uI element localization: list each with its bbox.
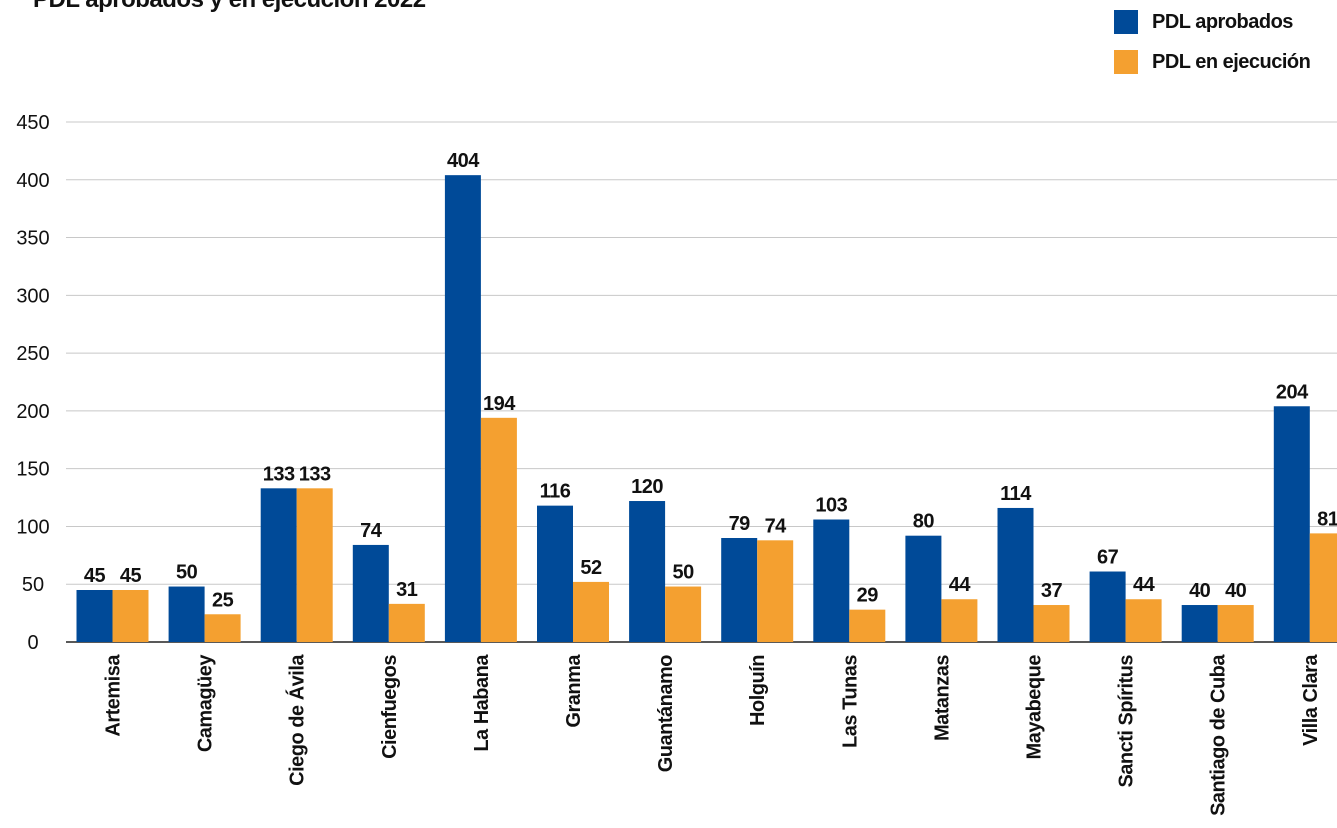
data-label: 67	[1097, 547, 1119, 569]
legend-swatch-aprobados	[1114, 10, 1138, 34]
chart-title: PDL aprobados y en ejecución 2022	[33, 0, 426, 14]
data-label: 81	[1317, 508, 1337, 530]
bar-aprobados	[76, 590, 113, 642]
data-label: 103	[815, 495, 847, 517]
category-label: Ciego de Ávila	[286, 654, 309, 786]
legend-swatch-ejecucion	[1114, 50, 1138, 74]
gridlines	[66, 121, 1337, 643]
category-label: Cienfuegos	[379, 655, 401, 759]
bar-ejecucion	[296, 488, 333, 642]
bar-aprobados	[721, 538, 758, 642]
data-label: 52	[580, 557, 602, 579]
bar-ejecucion	[665, 586, 702, 642]
data-label: 204	[1276, 381, 1309, 403]
category-label: Villa Clara	[1300, 654, 1322, 746]
data-label: 44	[949, 574, 972, 596]
bar-aprobados	[444, 175, 481, 642]
data-label: 194	[483, 393, 516, 415]
legend: PDL aprobados PDL en ejecución	[1114, 8, 1311, 88]
x-axis-category-labels: Artemisa Camagüey Ciego de Ávila Cienfuegos…	[103, 654, 1322, 816]
bar-aprobados	[629, 501, 666, 642]
bar-ejecucion	[849, 609, 886, 642]
data-label: 31	[396, 579, 418, 601]
data-label: 133	[263, 463, 295, 485]
data-label: 25	[212, 589, 234, 611]
bar-ejecucion	[1309, 533, 1337, 642]
legend-label-ejecucion: PDL en ejecución	[1152, 50, 1311, 73]
bar-ejecucion	[1217, 605, 1254, 642]
category-label: Matanzas	[931, 655, 953, 741]
y-tick-label: 250	[16, 343, 49, 365]
legend-item-ejecucion: PDL en ejecución	[1114, 48, 1311, 76]
legend-item-aprobados: PDL aprobados	[1114, 8, 1310, 36]
data-label: 45	[84, 565, 106, 587]
category-label: La Habana	[471, 654, 493, 752]
category-label: Sancti Spíritus	[1116, 655, 1138, 788]
data-label: 133	[299, 463, 331, 485]
bar-ejecucion	[941, 599, 978, 642]
data-label: 44	[1133, 574, 1156, 596]
bar-ejecucion	[388, 603, 425, 642]
category-label: Granma	[563, 654, 585, 728]
category-label: Camagüey	[195, 654, 217, 753]
bar-ejecucion	[757, 540, 794, 642]
data-label: 40	[1189, 580, 1211, 602]
data-label: 114	[1000, 483, 1032, 505]
data-label: 29	[857, 585, 879, 607]
data-label: 37	[1041, 580, 1063, 602]
y-tick-label: 200	[16, 401, 49, 423]
bar-ejecucion	[1033, 605, 1070, 642]
y-tick-label: 400	[16, 170, 49, 192]
y-tick-label: 0	[27, 632, 38, 654]
bar-aprobados	[537, 505, 573, 642]
bar-aprobados	[813, 519, 850, 642]
legend-label-aprobados: PDL aprobados	[1152, 10, 1293, 33]
y-tick-label: 150	[16, 459, 49, 481]
data-label: 45	[120, 565, 142, 587]
bar-ejecucion	[573, 581, 609, 642]
category-label: Santiago de Cuba	[1208, 654, 1230, 816]
category-label: Artemisa	[103, 654, 125, 737]
data-label: 120	[631, 476, 663, 498]
data-label: 74	[360, 520, 383, 542]
data-label: 116	[540, 481, 571, 503]
data-label: 74	[765, 515, 788, 537]
bar-aprobados	[168, 586, 205, 642]
data-label: 40	[1225, 580, 1247, 602]
category-label: Guantánamo	[655, 655, 677, 773]
y-tick-label: 300	[16, 285, 49, 307]
bar-ejecucion	[204, 614, 241, 642]
bar-ejecucion	[112, 590, 149, 642]
bar-aprobados	[352, 544, 389, 642]
y-axis-tick-labels: 0 50 100 150 200 250 300 350 400 450	[16, 112, 49, 654]
y-tick-label: 450	[16, 112, 49, 134]
category-label: Las Tunas	[839, 655, 861, 748]
bar-aprobados	[997, 507, 1034, 642]
bar-ejecucion	[480, 417, 517, 642]
bar-ejecucion	[1125, 599, 1162, 642]
data-label: 404	[447, 150, 480, 172]
bar-aprobados	[1273, 406, 1310, 642]
bar-aprobados	[905, 535, 942, 642]
y-tick-label: 100	[16, 516, 49, 538]
y-tick-label: 350	[16, 228, 49, 250]
data-label: 50	[672, 562, 694, 584]
category-label: Holguín	[747, 655, 769, 726]
bar-aprobados	[1181, 605, 1218, 642]
data-label: 50	[176, 562, 198, 584]
data-labels: 45 45 50 25 133 133 74 31 404 194 116 52 120 50 79 74 10…	[84, 150, 1337, 611]
category-label: Mayabeque	[1024, 655, 1046, 760]
bar-aprobados	[1089, 571, 1126, 642]
data-label: 79	[729, 513, 751, 535]
y-tick-label: 50	[22, 574, 44, 596]
bars	[76, 175, 1337, 642]
bar-aprobados	[260, 488, 297, 642]
data-label: 80	[913, 511, 935, 533]
